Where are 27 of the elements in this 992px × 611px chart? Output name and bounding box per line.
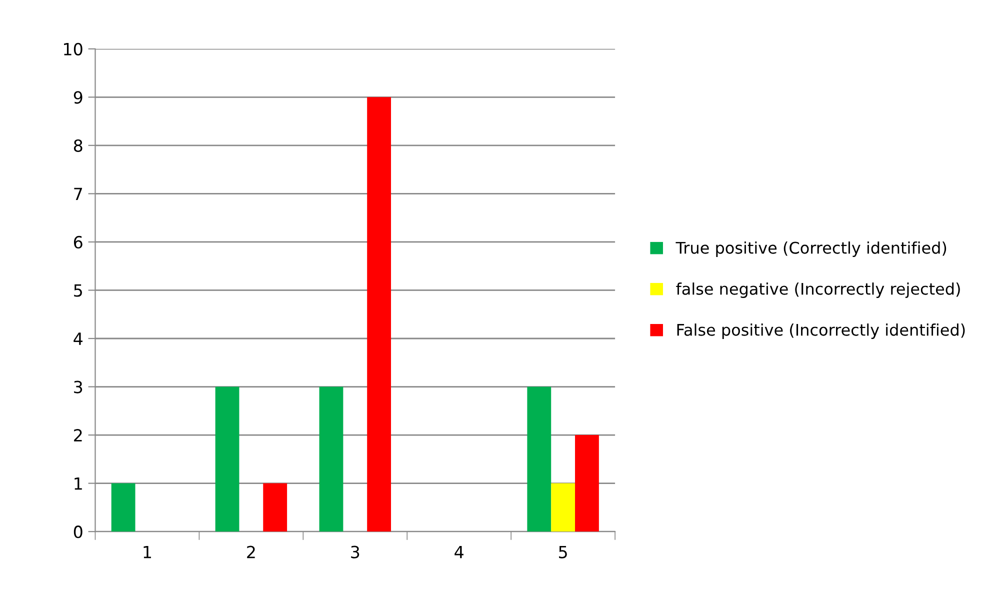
legend-label: True positive (Correctly identified) <box>676 241 946 257</box>
y-tick-label: 5 <box>74 284 82 297</box>
bar <box>215 386 240 532</box>
bar <box>575 435 599 532</box>
y-tick-label: 2 <box>74 428 82 442</box>
y-tick-label: 8 <box>74 139 82 152</box>
y-tick-label: 7 <box>74 188 82 200</box>
y-tick-label: 6 <box>74 236 82 249</box>
legend-label: false negative (Incorrectly rejected) <box>676 282 960 298</box>
bar <box>551 483 576 532</box>
bar <box>527 386 552 532</box>
y-tick-label: 0 <box>74 526 82 538</box>
y-tick-label: 9 <box>74 91 82 104</box>
x-tick-label: 5 <box>559 546 567 558</box>
bar <box>319 386 344 532</box>
y-tick-label: 4 <box>74 332 82 345</box>
bar <box>111 483 136 532</box>
bar <box>263 483 288 532</box>
bar <box>367 97 392 532</box>
x-tick-label: 1 <box>144 546 151 558</box>
y-tick-label: 10 <box>64 42 82 56</box>
y-tick-label: 1 <box>74 477 82 490</box>
x-tick-label: 3 <box>351 546 360 558</box>
legend-label: False positive (Incorrectly identified) <box>677 324 965 339</box>
y-tick-label: 3 <box>74 380 82 394</box>
x-tick-label: 2 <box>247 546 255 558</box>
x-tick-label: 4 <box>454 546 464 558</box>
